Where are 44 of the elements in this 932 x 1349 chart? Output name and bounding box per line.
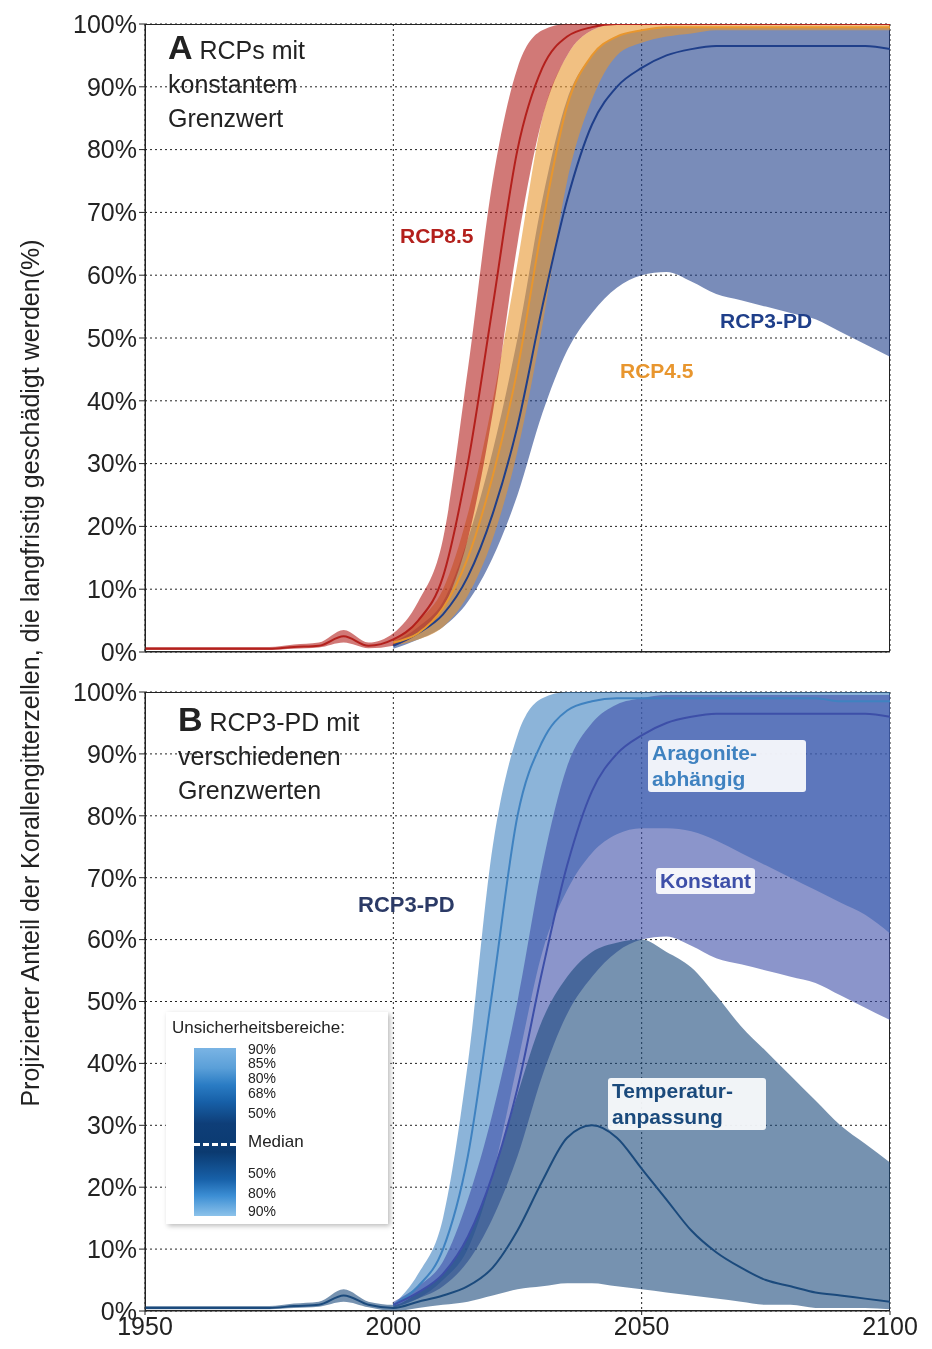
legend-title: Unsicherheitsbereiche: xyxy=(172,1018,345,1038)
series-label: RCP8.5 xyxy=(400,223,474,249)
y-tick-label: 50% xyxy=(86,323,137,352)
x-tick-label: 2050 xyxy=(613,1311,670,1340)
text: RCP3-PD xyxy=(720,308,813,334)
y-tick-label: 30% xyxy=(86,1111,137,1140)
x-tick-label: 2100 xyxy=(862,1311,918,1340)
y-tick-label: 60% xyxy=(86,925,137,954)
y-tick-label: 60% xyxy=(86,261,137,290)
y-axis-title: Projizierter Anteil der Korallengitterzellen, die langfristig geschädigt werden(%) xyxy=(15,238,45,1109)
x-tick-label: 2000 xyxy=(365,1311,422,1340)
y-tick-label: 0% xyxy=(100,637,137,666)
text: A RCPs mit konstantem Grenzwert xyxy=(168,28,306,132)
text: Aragonite-abhängig xyxy=(648,740,806,792)
y-tick-label: 20% xyxy=(86,512,137,541)
y-tick-label: 70% xyxy=(86,198,137,227)
y-tick-label: 100% xyxy=(73,677,137,706)
y-tick-label: 70% xyxy=(86,863,137,892)
annotation: 68% xyxy=(248,1085,277,1101)
text: Konstant xyxy=(656,868,755,894)
annotation: 90% xyxy=(248,1203,277,1219)
y-tick-label: 30% xyxy=(86,449,137,478)
series-label: Temperatur-anpassung xyxy=(608,1078,766,1130)
annotation: 80% xyxy=(248,1185,277,1201)
text: RCP4.5 xyxy=(620,358,694,384)
y-tick-label: 90% xyxy=(86,739,137,768)
y-tick-label: 80% xyxy=(86,801,137,830)
annotation: 50% xyxy=(248,1105,277,1121)
y-tick-label: 40% xyxy=(86,386,137,415)
annotation: 85% xyxy=(248,1055,277,1071)
annotation: 90% xyxy=(248,1041,277,1057)
annotation: Median xyxy=(248,1132,304,1151)
y-tick-label: 10% xyxy=(86,575,137,604)
y-tick-label: 50% xyxy=(86,987,137,1016)
annotation: 80% xyxy=(248,1070,277,1086)
y-tick-label: 80% xyxy=(86,135,137,164)
y-tick-label: 40% xyxy=(86,1049,137,1078)
y-tick-label: 10% xyxy=(86,1234,137,1263)
y-tick-label: 90% xyxy=(86,72,137,101)
annotation: RCP3-PD xyxy=(358,892,455,918)
text: B RCP3-PD mit verschiedenen Grenzwerten xyxy=(178,700,360,804)
y-tick-label: 20% xyxy=(86,1173,137,1202)
y-tick-label: 100% xyxy=(73,9,137,38)
annotation: 50% xyxy=(248,1165,277,1181)
